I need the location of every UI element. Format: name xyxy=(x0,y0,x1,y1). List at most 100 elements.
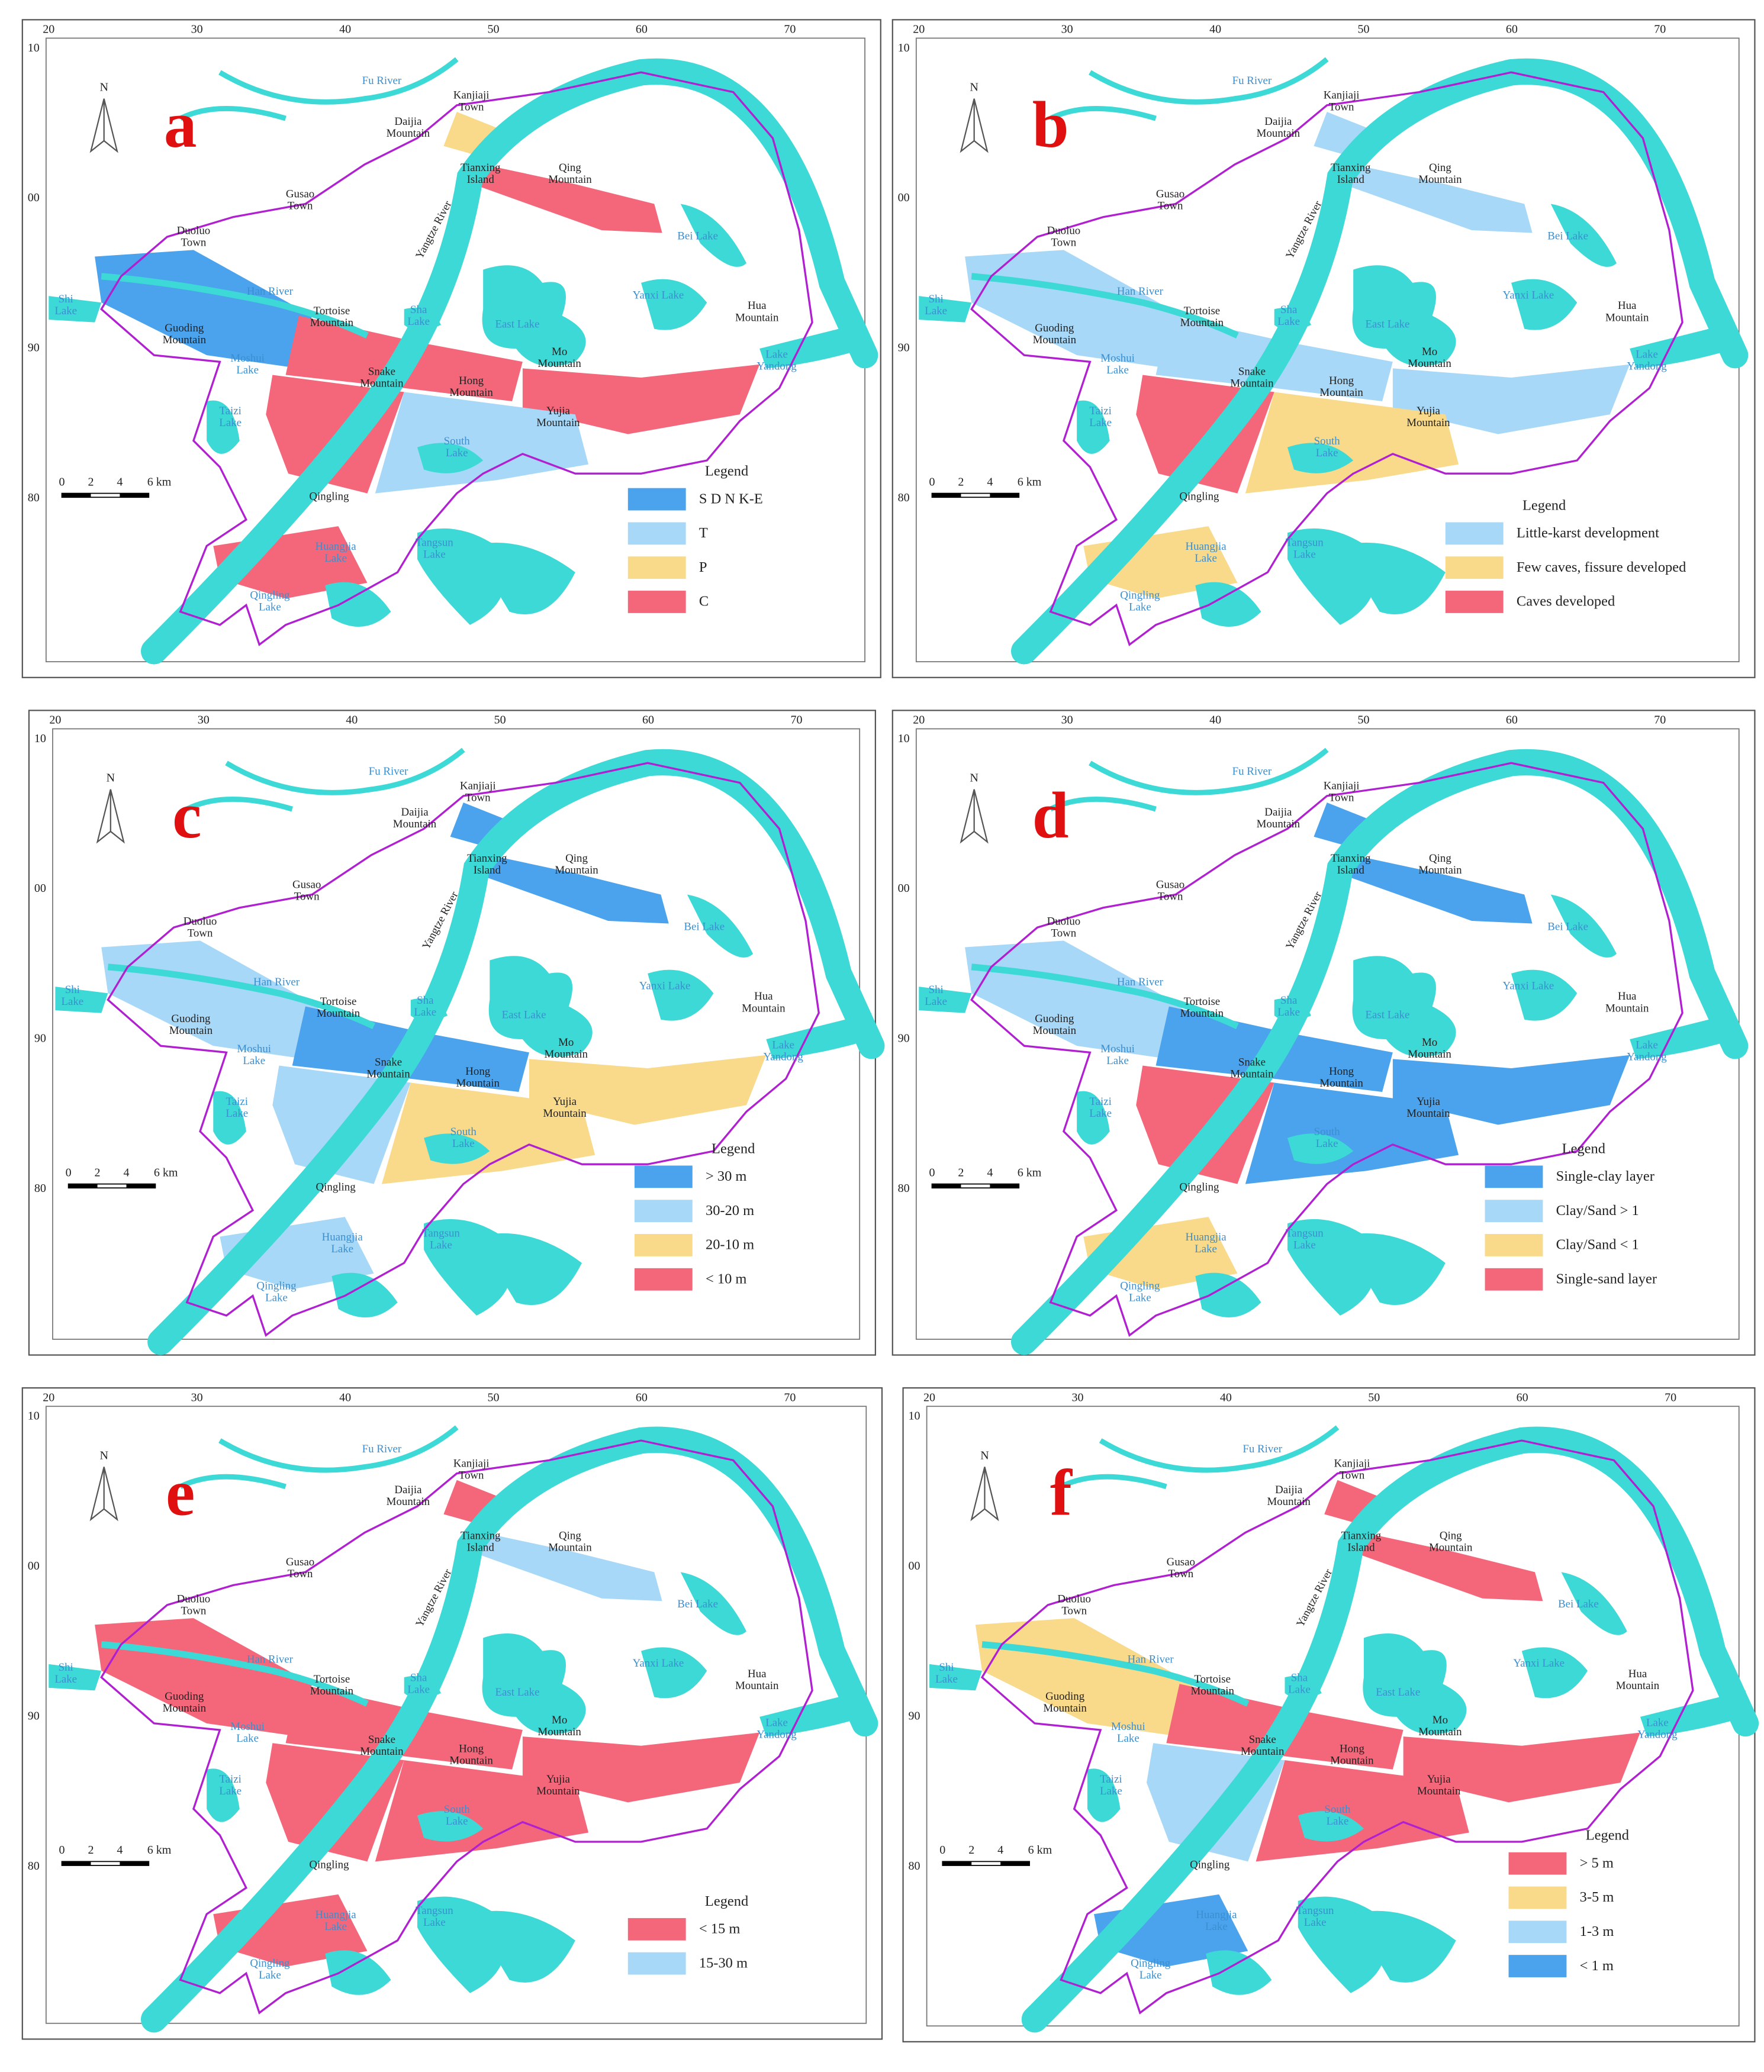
north-label: N xyxy=(980,1449,989,1462)
y-coordinate-label: 00 xyxy=(28,191,40,204)
fu-river xyxy=(1060,1425,1340,1490)
legend-swatch xyxy=(627,556,686,579)
scale-bar-fill xyxy=(120,1861,149,1866)
place-label: Tianxing xyxy=(1331,162,1371,174)
place-label: Mountain xyxy=(548,173,592,186)
place-label: Moshui xyxy=(230,352,265,365)
scale-label: 4 xyxy=(987,1166,993,1179)
yangtze-river xyxy=(140,58,878,665)
place-label: Lake xyxy=(331,1243,353,1255)
city-boundary xyxy=(980,1439,1694,2015)
place-label: Lake xyxy=(1100,1785,1122,1797)
legend-label: Clay/Sand < 1 xyxy=(1556,1237,1639,1253)
x-coordinate-label: 70 xyxy=(784,23,796,36)
place-label: Town xyxy=(1340,1469,1365,1481)
y-coordinate-label: 80 xyxy=(898,1182,910,1195)
lake xyxy=(49,1664,102,1691)
place-label: Lake xyxy=(430,1239,452,1251)
place-label: Mountain xyxy=(1605,1002,1649,1014)
y-coordinate-label: 90 xyxy=(28,1709,40,1722)
x-coordinate-label: 60 xyxy=(636,1391,648,1404)
city-boundary xyxy=(100,1439,813,2015)
place-label: Huangjia xyxy=(322,1231,363,1243)
scale-label: 4 xyxy=(117,475,123,488)
place-label: Huangjia xyxy=(315,1909,356,1921)
place-label: Han River xyxy=(1128,1654,1174,1666)
x-coordinate-label: 40 xyxy=(339,23,351,36)
place-label: Mountain xyxy=(163,334,207,346)
scale-label: 4 xyxy=(997,1844,1003,1857)
place-label: Daijia xyxy=(1264,115,1292,128)
place-label: Hua xyxy=(754,990,773,1003)
x-coordinate-label: 50 xyxy=(494,714,506,727)
place-label: Mo xyxy=(552,1714,567,1726)
map-zone xyxy=(1347,164,1533,233)
place-label: Snake xyxy=(375,1056,402,1068)
place-label: Qing xyxy=(559,1530,581,1542)
han-river xyxy=(971,273,1239,339)
place-label: Qingling xyxy=(256,1280,297,1292)
y-coordinate-label: 80 xyxy=(908,1860,920,1873)
place-label: Town xyxy=(1329,792,1354,804)
scale-label: 6 km xyxy=(1028,1844,1052,1857)
x-coordinate-label: 50 xyxy=(488,1391,500,1404)
place-label: Qingling xyxy=(1190,1858,1230,1871)
place-label: Hong xyxy=(459,1743,484,1755)
place-label: Mountain xyxy=(449,386,493,399)
place-label: Gusao xyxy=(1156,878,1184,891)
x-coordinate-label: 40 xyxy=(339,1391,351,1404)
x-coordinate-label: 50 xyxy=(1368,1391,1380,1404)
place-label: Taizi xyxy=(1089,405,1111,417)
place-label: East Lake xyxy=(1376,1686,1420,1699)
place-label: Huangjia xyxy=(315,540,356,553)
place-label: Bei Lake xyxy=(684,920,725,933)
lake xyxy=(1077,400,1110,454)
han-river xyxy=(101,1641,369,1707)
place-label: Town xyxy=(1051,237,1077,249)
place-label: Fu River xyxy=(362,75,402,87)
place-label: Lake xyxy=(446,1815,468,1828)
place-label: Town xyxy=(288,1568,313,1580)
scale-label: 0 xyxy=(929,1166,935,1179)
x-coordinate-label: 20 xyxy=(913,714,925,727)
place-label: Fu River xyxy=(1232,75,1272,87)
place-label: Tianxing xyxy=(1331,852,1371,865)
scale-bar-fill xyxy=(126,1184,156,1188)
legend-title: Legend xyxy=(712,1140,755,1156)
place-label: Lake xyxy=(1327,1815,1349,1828)
place-label: Qingling xyxy=(250,1957,290,1970)
place-label: Mountain xyxy=(735,311,779,324)
north-label: N xyxy=(107,772,115,785)
place-label: Mountain xyxy=(1406,1107,1450,1120)
legend-label: < 1 m xyxy=(1580,1958,1614,1974)
north-arrow xyxy=(89,1467,118,1522)
place-label: Lake xyxy=(1288,1684,1311,1696)
place-label: Qingling xyxy=(1131,1957,1171,1970)
x-coordinate-label: 60 xyxy=(1506,23,1518,36)
legend-swatch xyxy=(627,1918,686,1941)
place-label: Tangsun xyxy=(416,536,453,549)
north-arrow xyxy=(89,98,118,153)
place-label: Fu River xyxy=(369,765,408,778)
lake xyxy=(1561,1572,1627,1635)
lake xyxy=(325,1950,391,1995)
place-label: Shi xyxy=(59,1661,73,1674)
place-label: Gusao xyxy=(286,188,314,200)
place-label: Qingling xyxy=(1179,491,1219,503)
place-label: Mountain xyxy=(317,1007,360,1020)
legend-label: Single-sand layer xyxy=(1556,1271,1657,1287)
place-label: Mountain xyxy=(1605,311,1649,324)
legend-label: T xyxy=(699,525,708,541)
scale-bar-fill xyxy=(62,493,91,498)
legend-title: Legend xyxy=(1562,1140,1605,1156)
north-label: N xyxy=(99,81,108,94)
place-label: Fu River xyxy=(362,1443,402,1455)
place-label: Mountain xyxy=(449,1755,493,1767)
place-label: Sha xyxy=(1280,304,1298,316)
place-label: Mountain xyxy=(543,1107,587,1120)
place-label: Mo xyxy=(558,1036,574,1049)
lake xyxy=(1630,322,1736,369)
legend-swatch xyxy=(627,522,686,545)
lake xyxy=(1340,542,1446,615)
place-label: Mountain xyxy=(555,864,598,877)
